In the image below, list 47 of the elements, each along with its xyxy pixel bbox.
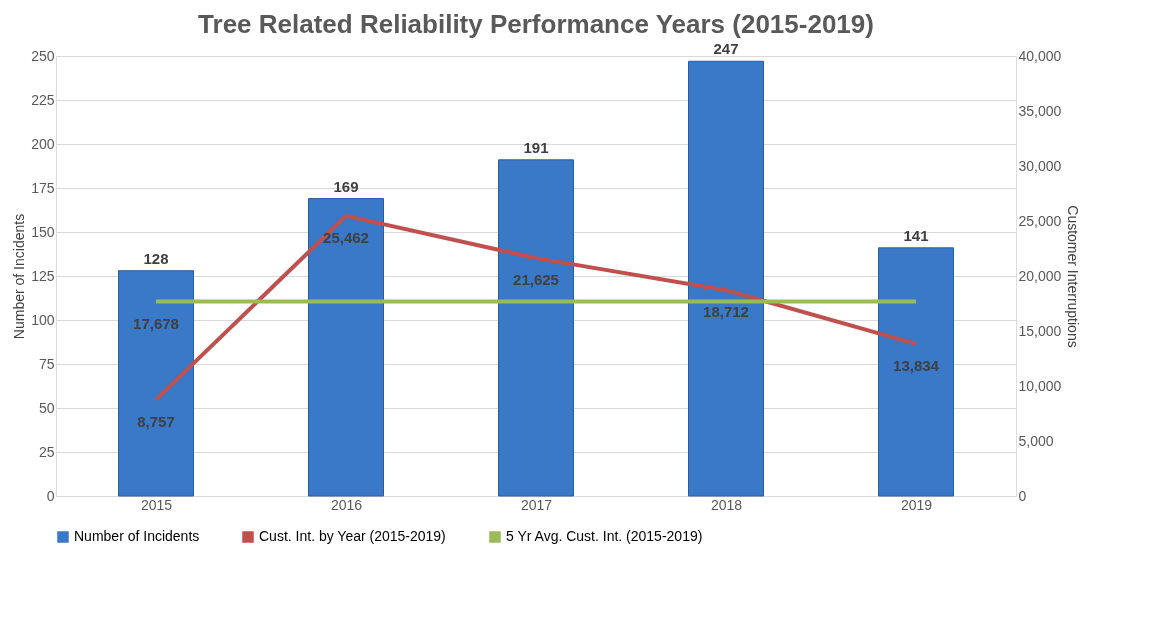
data-label: 141: [903, 226, 929, 244]
bar: [118, 270, 194, 497]
y2-tick-label: 40,000: [1018, 47, 1062, 64]
data-label: 8,757: [137, 412, 175, 430]
chart-title: Tree Related Reliability Performance Years (2015-2019): [198, 9, 874, 40]
data-label: 191: [523, 138, 549, 156]
data-label: 17,678: [133, 314, 179, 332]
y-tick-label: 25: [38, 443, 55, 460]
y-tick-label: 200: [31, 135, 55, 152]
data-label: 18,712: [703, 303, 749, 321]
y2-tick-label: 20,000: [1018, 267, 1062, 284]
y2-tick-label: 35,000: [1018, 102, 1062, 119]
x-tick-label: 2018: [710, 496, 743, 513]
y2-tick-label: 15,000: [1018, 322, 1062, 339]
y-tick-label: 75: [38, 355, 55, 372]
data-label: 25,462: [323, 228, 369, 246]
y2-tick-label: 10,000: [1018, 377, 1062, 394]
y-tick-label: 225: [31, 91, 55, 108]
data-label: 21,625: [513, 271, 559, 289]
y2-tick-label: 5,000: [1018, 432, 1054, 449]
bar: [688, 60, 764, 497]
x-tick-label: 2019: [900, 496, 933, 513]
y2-axis-title: Customer Interruptions: [1065, 205, 1082, 348]
y-tick-label: 100: [31, 311, 55, 328]
y2-tick-label: 25,000: [1018, 212, 1062, 229]
y2-tick-label: 0: [1018, 487, 1027, 504]
data-label: 169: [333, 177, 359, 195]
y-axis-title: Number of Incidents: [11, 213, 28, 340]
y-tick-label: 150: [31, 223, 55, 240]
legend-label: Cust. Int. by Year (2015-2019): [259, 528, 446, 544]
x-tick-label: 2015: [140, 496, 173, 513]
data-label: 13,834: [893, 356, 940, 374]
legend-label: Number of Incidents: [74, 528, 200, 544]
x-tick-label: 2017: [520, 496, 553, 513]
bar: [498, 159, 574, 497]
legend-label: 5 Yr Avg. Cust. Int. (2015-2019): [506, 528, 703, 544]
y-tick-label: 50: [38, 399, 55, 416]
data-label: 247: [713, 40, 739, 58]
y2-tick-label: 30,000: [1018, 157, 1062, 174]
bar: [878, 247, 954, 497]
x-tick-label: 2016: [330, 496, 363, 513]
y-tick-label: 175: [31, 179, 55, 196]
y-tick-label: 125: [31, 267, 55, 284]
y-tick-label: 0: [46, 487, 55, 504]
bar: [308, 198, 384, 497]
data-label: 128: [143, 249, 169, 267]
y-tick-label: 250: [31, 47, 55, 64]
